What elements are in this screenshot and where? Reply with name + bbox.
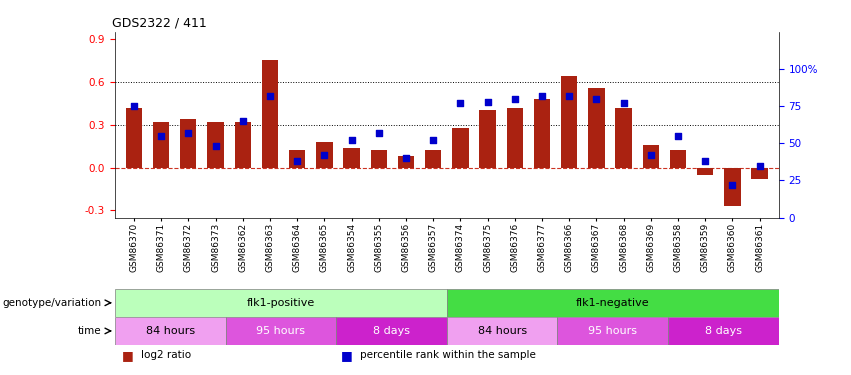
Bar — [289, 150, 306, 168]
Bar — [697, 168, 713, 175]
Bar — [180, 119, 197, 168]
Text: ■: ■ — [340, 349, 352, 362]
Bar — [208, 122, 224, 168]
Bar — [724, 168, 740, 206]
Text: ■: ■ — [122, 349, 134, 362]
Point — [263, 93, 277, 99]
Point — [671, 133, 685, 139]
Point — [753, 162, 767, 168]
Bar — [561, 76, 577, 168]
Point — [617, 100, 631, 106]
Bar — [126, 108, 142, 168]
Text: 95 hours: 95 hours — [588, 326, 637, 336]
Point — [699, 158, 712, 164]
Text: 8 days: 8 days — [705, 326, 742, 336]
Bar — [479, 110, 496, 168]
Bar — [262, 60, 278, 168]
Bar — [235, 122, 251, 168]
Bar — [643, 145, 659, 168]
Bar — [452, 128, 469, 168]
Text: flk1-negative: flk1-negative — [576, 298, 649, 308]
Point — [481, 99, 494, 105]
Bar — [534, 99, 550, 168]
Point — [590, 96, 603, 102]
Text: log2 ratio: log2 ratio — [141, 351, 191, 360]
Bar — [615, 108, 631, 168]
Point — [563, 93, 576, 99]
Text: genotype/variation: genotype/variation — [2, 298, 101, 308]
Point — [399, 155, 413, 161]
Point — [372, 130, 386, 136]
Bar — [751, 168, 768, 179]
Bar — [447, 289, 779, 317]
Point — [181, 130, 195, 136]
Bar — [115, 317, 226, 345]
Point — [154, 133, 168, 139]
Point — [426, 137, 440, 143]
Point — [508, 96, 522, 102]
Point — [644, 152, 658, 158]
Point — [317, 152, 331, 158]
Text: time: time — [77, 326, 101, 336]
Point — [454, 100, 467, 106]
Bar — [317, 142, 333, 168]
Bar — [588, 87, 604, 168]
Bar — [557, 317, 668, 345]
Point — [127, 103, 140, 109]
Bar — [425, 150, 442, 168]
Bar — [115, 289, 447, 317]
Text: percentile rank within the sample: percentile rank within the sample — [361, 351, 536, 360]
Bar — [447, 317, 557, 345]
Text: GDS2322 / 411: GDS2322 / 411 — [111, 16, 206, 29]
Text: 84 hours: 84 hours — [477, 326, 527, 336]
Point — [208, 143, 222, 149]
Point — [236, 118, 249, 124]
Bar — [336, 317, 447, 345]
Point — [726, 182, 740, 188]
Bar — [226, 317, 336, 345]
Point — [535, 93, 549, 99]
Text: 95 hours: 95 hours — [256, 326, 306, 336]
Bar — [397, 156, 414, 168]
Text: 8 days: 8 days — [373, 326, 410, 336]
Point — [290, 158, 304, 164]
Bar — [153, 122, 169, 168]
Bar — [370, 150, 387, 168]
Bar — [668, 317, 779, 345]
Bar — [506, 108, 523, 168]
Text: flk1-positive: flk1-positive — [247, 298, 315, 308]
Bar — [670, 150, 686, 168]
Bar — [344, 147, 360, 168]
Text: 84 hours: 84 hours — [146, 326, 195, 336]
Point — [345, 137, 358, 143]
